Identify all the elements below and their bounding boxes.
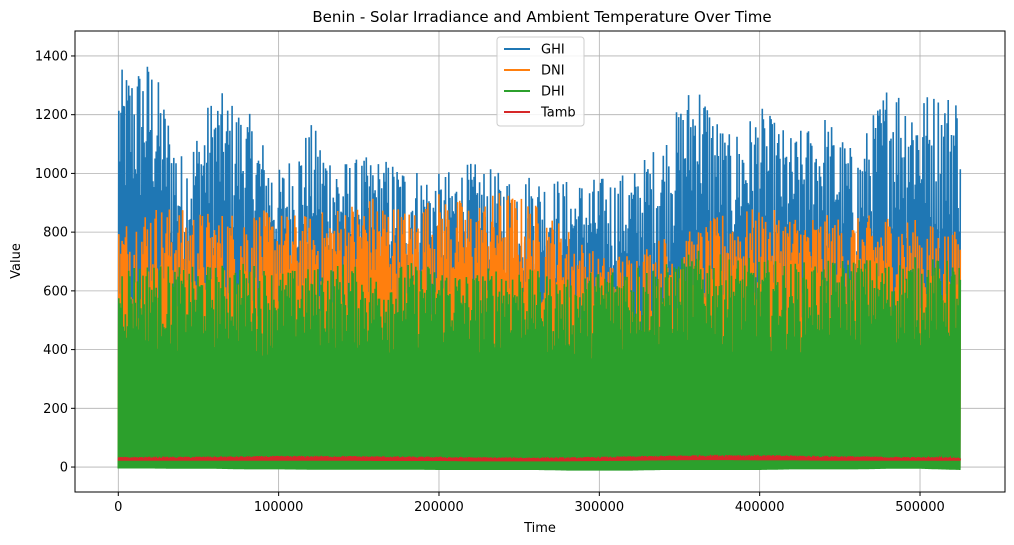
series-layer — [117, 66, 962, 471]
x-tick-label: 200000 — [414, 500, 464, 515]
x-tick-label: 500000 — [895, 500, 945, 515]
series-tamb-line — [117, 454, 962, 462]
x-tick-label: 100000 — [254, 500, 304, 515]
y-tick-label: 0 — [60, 461, 68, 476]
legend: GHI DNI DHI Tamb — [496, 36, 585, 127]
chart-title: Benin - Solar Irradiance and Ambient Tem… — [312, 8, 771, 26]
y-tick-label: 800 — [43, 226, 68, 241]
x-axis: 0 100000 200000 300000 400000 500000 — [114, 492, 945, 515]
x-axis-label: Time — [523, 521, 556, 536]
y-tick-label: 1400 — [35, 49, 68, 64]
legend-frame — [496, 36, 585, 127]
legend-label-ghi: GHI — [541, 43, 565, 58]
series-dhi-line — [117, 250, 962, 471]
legend-label-dhi: DHI — [541, 85, 565, 100]
legend-label-dni: DNI — [541, 64, 565, 79]
y-axis-label: Value — [9, 243, 24, 279]
y-tick-label: 200 — [43, 402, 68, 417]
y-tick-label: 1000 — [35, 167, 68, 182]
x-tick-label: 300000 — [575, 500, 625, 515]
y-tick-label: 400 — [43, 343, 68, 358]
y-axis: 0 200 400 600 800 1000 1200 1400 — [35, 49, 75, 476]
x-tick-label: 0 — [114, 500, 122, 515]
y-tick-label: 1200 — [35, 108, 68, 123]
legend-label-tamb: Tamb — [540, 106, 576, 121]
plot-frame — [74, 30, 1006, 493]
y-tick-label: 600 — [43, 284, 68, 299]
x-tick-label: 400000 — [735, 500, 785, 515]
